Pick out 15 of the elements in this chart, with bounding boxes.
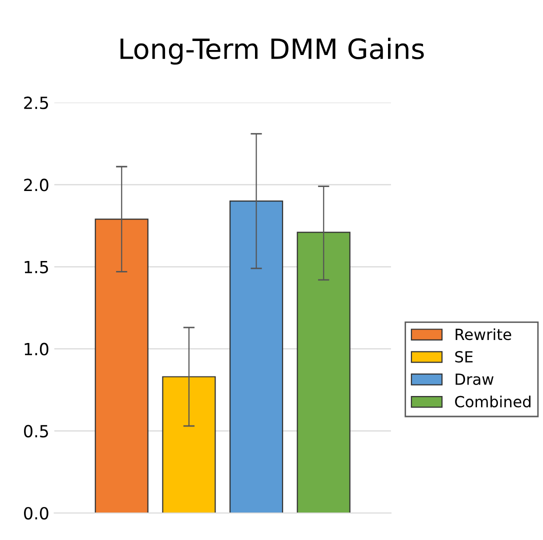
y-tick-label: 2.5 (24, 96, 48, 110)
y-tick-label: 1.5 (24, 260, 48, 274)
legend-label: Draw (456, 374, 494, 386)
legend-label: Rewrite (456, 328, 512, 340)
y-tick-label: 0.5 (24, 424, 48, 438)
y-tick-label: 2.0 (24, 178, 48, 192)
bar (94, 218, 148, 513)
y-tick-label: 1.0 (24, 342, 48, 356)
legend-label: SE (455, 351, 473, 363)
y-tick-label: 0.0 (24, 506, 48, 520)
bar (229, 200, 284, 513)
legend-label: Combined (455, 396, 530, 408)
bar (296, 232, 350, 513)
bar (162, 376, 216, 513)
chart-title: Long-Term DMM Gains (120, 38, 424, 65)
